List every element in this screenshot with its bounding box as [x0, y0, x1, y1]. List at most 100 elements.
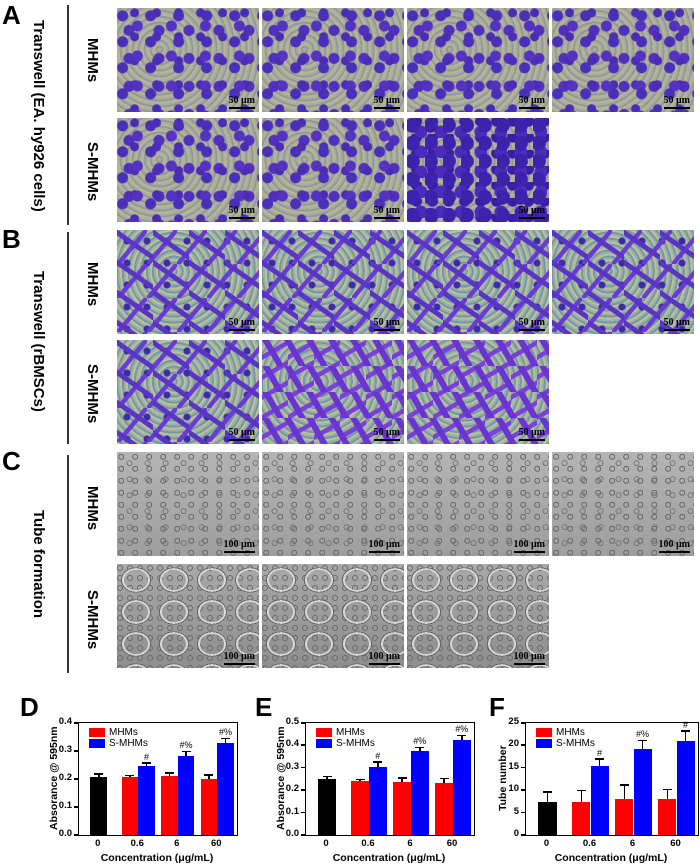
panel-letter-e: E: [255, 692, 273, 722]
y-tick-mark: [301, 834, 305, 836]
chart-legend: MHMs S-MHMs: [536, 727, 595, 749]
divider-a: [67, 5, 69, 225]
legend-swatch: [89, 727, 105, 737]
bar-s-mhms: [217, 743, 234, 835]
legend-swatch: [536, 738, 552, 748]
x-tick-label: 6: [174, 838, 180, 849]
scale-bar: 100 μm: [514, 652, 546, 665]
significance-mark: #: [597, 747, 603, 758]
y-tick-label: 5: [513, 805, 519, 817]
micrograph-c-mhms-0: 100 μm: [117, 452, 259, 556]
panel-a-title: Transwell (EA. hy926 cells): [30, 20, 47, 212]
scale-bar: 100 μm: [514, 540, 546, 553]
y-tick-mark: [521, 744, 525, 746]
legend-label: S-MHMs: [556, 738, 595, 749]
scale-bar: 50 μm: [374, 318, 401, 331]
bar-s-mhms: [177, 756, 195, 835]
divider-c: [67, 455, 69, 673]
y-tick-label: 25: [508, 716, 519, 727]
micrograph-b-smhms-0.6: 50 μm: [117, 340, 259, 444]
y-tick-mark: [74, 806, 78, 808]
panel-letter-d: D: [20, 692, 39, 722]
y-tick-label: 0.2: [285, 783, 299, 795]
row-label-a-mhms: MHMs: [84, 38, 101, 83]
micrograph-c-mhms-60: 100 μm: [552, 452, 694, 556]
error-bar: [461, 736, 463, 741]
y-tick-label: 0.2: [58, 772, 72, 783]
error-bar: [443, 779, 445, 783]
y-tick-label: 0.1: [285, 805, 299, 817]
micrograph-a-mhms-0.6: 50 μm: [262, 8, 404, 112]
error-cap: [221, 737, 231, 740]
panel-letter-c: C: [2, 446, 21, 476]
error-bar: [145, 763, 148, 766]
micrograph-c-smhms-6: 100 μm: [262, 564, 404, 668]
panel-letter-a: A: [2, 0, 21, 30]
legend-swatch: [536, 727, 552, 737]
x-axis-label: Concentration (μg/mL): [100, 852, 214, 864]
significance-mark: #: [144, 751, 150, 762]
x-tick-label: 60: [446, 838, 458, 849]
y-tick-label: 0.3: [285, 760, 299, 772]
error-bar: [401, 778, 403, 782]
micrograph-a-mhms-0: 50 μm: [117, 8, 259, 112]
scale-bar: 50 μm: [229, 96, 256, 109]
error-cap: [638, 739, 648, 742]
legend-label: MHMs: [336, 727, 365, 738]
scale-bar: 100 μm: [659, 540, 691, 553]
bar-mhms: [435, 782, 453, 835]
error-cap: [125, 774, 135, 777]
chart-legend: MHMs S-MHMs: [89, 727, 148, 749]
bar-s-mhms: [369, 766, 387, 835]
bar-mhms: [658, 799, 677, 835]
scale-bar: 50 μm: [374, 428, 401, 441]
panel-c-title: Tube formation: [30, 509, 47, 619]
x-tick-label: 60: [670, 838, 681, 849]
y-tick-mark: [301, 744, 305, 746]
y-tick-mark: [521, 789, 525, 791]
error-cap: [204, 774, 214, 776]
micrograph-a-smhms-60: 50 μm: [407, 118, 549, 222]
panel-letter-b: B: [2, 224, 21, 254]
panel-b-title: Transwell (rBMSCs): [30, 270, 47, 412]
scale-bar: 50 μm: [229, 206, 256, 219]
y-tick-label: 0: [513, 828, 519, 839]
row-label-b-mhms: MHMs: [84, 262, 101, 307]
legend-label: MHMs: [109, 727, 138, 738]
bar-s-mhms: [676, 740, 695, 835]
plot-area: # #% #% MHMs S-MHMs: [305, 722, 475, 836]
x-axis-label: Concentration (μg/mL): [554, 852, 668, 864]
scale-bar: 50 μm: [664, 96, 691, 109]
error-cap: [457, 734, 467, 737]
error-bar: [377, 762, 379, 767]
micrograph-a-smhms-0.6: 50 μm: [117, 118, 259, 222]
plot-area: # #% #% MHMs S-MHMs: [78, 722, 238, 836]
y-tick-mark: [74, 834, 78, 836]
scale-bar: 50 μm: [664, 318, 691, 331]
bar-control: [90, 777, 108, 835]
chart-f: F Tube number # #% # MHMs S-MHMs 0 5 10 15 20 25 0 0.6…: [467, 690, 700, 864]
x-tick-label: 0.6: [582, 838, 597, 849]
y-tick-label: 0.1: [58, 800, 72, 811]
micrograph-b-mhms-0: 50 μm: [117, 230, 259, 334]
micrograph-c-mhms-0.6: 100 μm: [262, 452, 404, 556]
micrograph-b-smhms-60: 50 μm: [407, 340, 549, 444]
error-cap: [662, 788, 672, 791]
y-tick-label: 0.0: [58, 828, 72, 839]
micrograph-b-mhms-6: 50 μm: [407, 230, 549, 334]
x-tick-label: 6: [407, 838, 413, 849]
x-tick-label: 0.6: [130, 838, 144, 849]
scale-bar: 100 μm: [224, 540, 256, 553]
error-bar: [129, 776, 131, 777]
legend-item: MHMs: [536, 727, 595, 738]
error-bar: [666, 790, 669, 800]
legend-swatch: [89, 738, 105, 748]
y-tick-mark: [301, 811, 305, 814]
scale-bar: 50 μm: [374, 96, 401, 109]
bar-mhms: [615, 799, 634, 835]
row-label-c-mhms: MHMs: [84, 486, 101, 531]
error-bar: [326, 777, 328, 779]
micrograph-c-smhms-0.6: 100 μm: [117, 564, 259, 668]
legend-label: MHMs: [556, 727, 585, 738]
row-label-a-smhms: S-MHMs: [84, 142, 101, 202]
